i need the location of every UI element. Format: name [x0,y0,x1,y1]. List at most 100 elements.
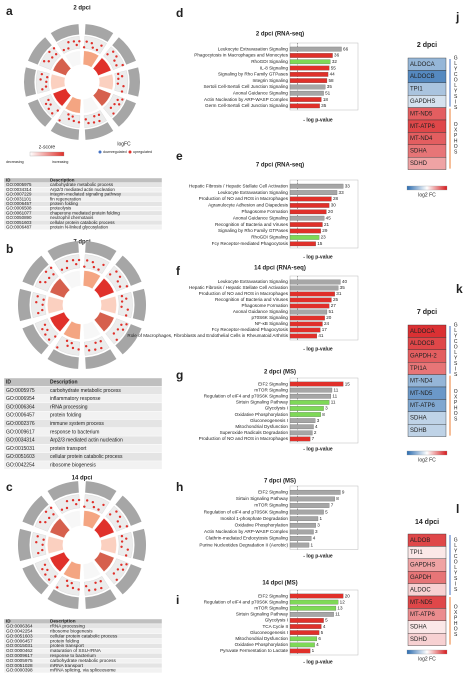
table-cell: protein folding [50,413,82,419]
inner-wedge [82,50,100,68]
dot [125,285,129,288]
bar [289,321,323,327]
category-label: Gluconeogenesis I [250,630,288,635]
panel-letter: i [176,593,179,607]
dot [91,46,94,49]
count-label: 55 [331,65,337,70]
heatmap-title: 7 dpci [417,309,437,316]
dot [85,40,88,43]
count-label: 36 [334,53,340,58]
dot [71,346,75,350]
legend-text: z-score [39,144,56,150]
dot [47,516,51,520]
panel-letter: a [6,4,13,18]
table-cell: inflammatory response [50,396,101,402]
gene-label: TPI1 [410,550,423,556]
panel-title: 14 dpci [72,476,93,482]
dot [54,575,57,578]
count-label: 23 [321,235,327,240]
dot [108,513,112,516]
heatmap-title: 14 dpci [415,519,439,526]
dot [42,538,45,541]
dot [113,102,116,106]
dot-ring [103,94,125,118]
dot-ring [34,265,59,292]
count-label: 29 [322,228,328,233]
inner-wedge [49,311,71,332]
dot [109,106,113,110]
dot [77,348,80,351]
category-label: Regulation of eIF4 and p70S6K Signaling [204,509,289,514]
table-cell: GO:0007229 [6,192,32,197]
bar [289,529,314,535]
bar [289,522,316,528]
category-label: Agranulocyte Adhesion and Diapedesis [208,203,289,208]
dot [47,60,50,63]
outer-ring [112,37,136,65]
table-cell: rRNA processing [50,624,85,629]
count-label: 5 [325,509,328,514]
inner-wedge [52,88,72,107]
category-label: Actin Nucleation by ARP-WASP Complex [204,529,289,534]
dot [77,498,81,502]
dot [46,568,49,572]
dot [41,308,44,312]
table-cell: GO:0034314 [6,187,32,192]
bar [289,387,333,393]
dot [72,119,75,123]
dot [77,121,81,124]
panel-title: 7 dpci [73,240,91,246]
category-label: Integrin Signaling [253,78,289,83]
dot [118,275,122,278]
outer-ring [22,564,49,595]
dot [113,59,116,62]
outer-ring [22,255,49,286]
dot-ring [34,318,59,345]
bar [289,630,320,635]
bar [289,599,339,605]
dot [100,586,103,590]
gene-label: SDHD [410,637,428,643]
table-cell: GO:0009617 [6,429,35,435]
count-label: 32 [332,59,338,64]
dot [39,280,42,284]
category-label: Production of NO and ROS in Macrophages [199,196,289,201]
inner-wedge [82,560,101,580]
legend-text: logFC [117,141,131,147]
bar [289,516,319,522]
dot [85,259,89,262]
category-label: Oxidative Phosphorylation [235,412,289,417]
bar [289,400,330,405]
dot [115,578,118,581]
outer-ring [22,495,49,526]
bar [289,65,330,71]
dot [125,323,128,326]
dot [65,579,69,583]
gene-label: GAPDHS [410,563,435,569]
dot [97,268,100,271]
outer-ring [22,324,49,355]
dot [102,503,105,507]
dot [54,53,58,56]
dot [71,498,75,502]
colorbar [406,450,448,456]
dot [42,60,46,63]
bar [289,612,334,617]
bar [289,489,341,495]
count-label: 5 [321,630,324,635]
gene-label: MT-ND4 [410,136,433,142]
outer-ring [50,122,80,140]
count-label: 21 [324,222,330,227]
dot-ring [117,292,133,318]
dot [117,77,120,81]
outer-ring [115,255,142,286]
table-cell: protein N-linked glycosylation [50,225,108,230]
count-label: 35 [340,285,346,290]
table-cell: response to bacterium [50,653,96,658]
inner-wedge [92,88,112,107]
category-label: mTOR Signaling [254,605,288,610]
category-label: Oxidative Phosphorylation [235,642,289,647]
group-label: GLYCOLYSIS [453,322,459,377]
zscore-bar [29,151,65,157]
bar [289,381,344,387]
